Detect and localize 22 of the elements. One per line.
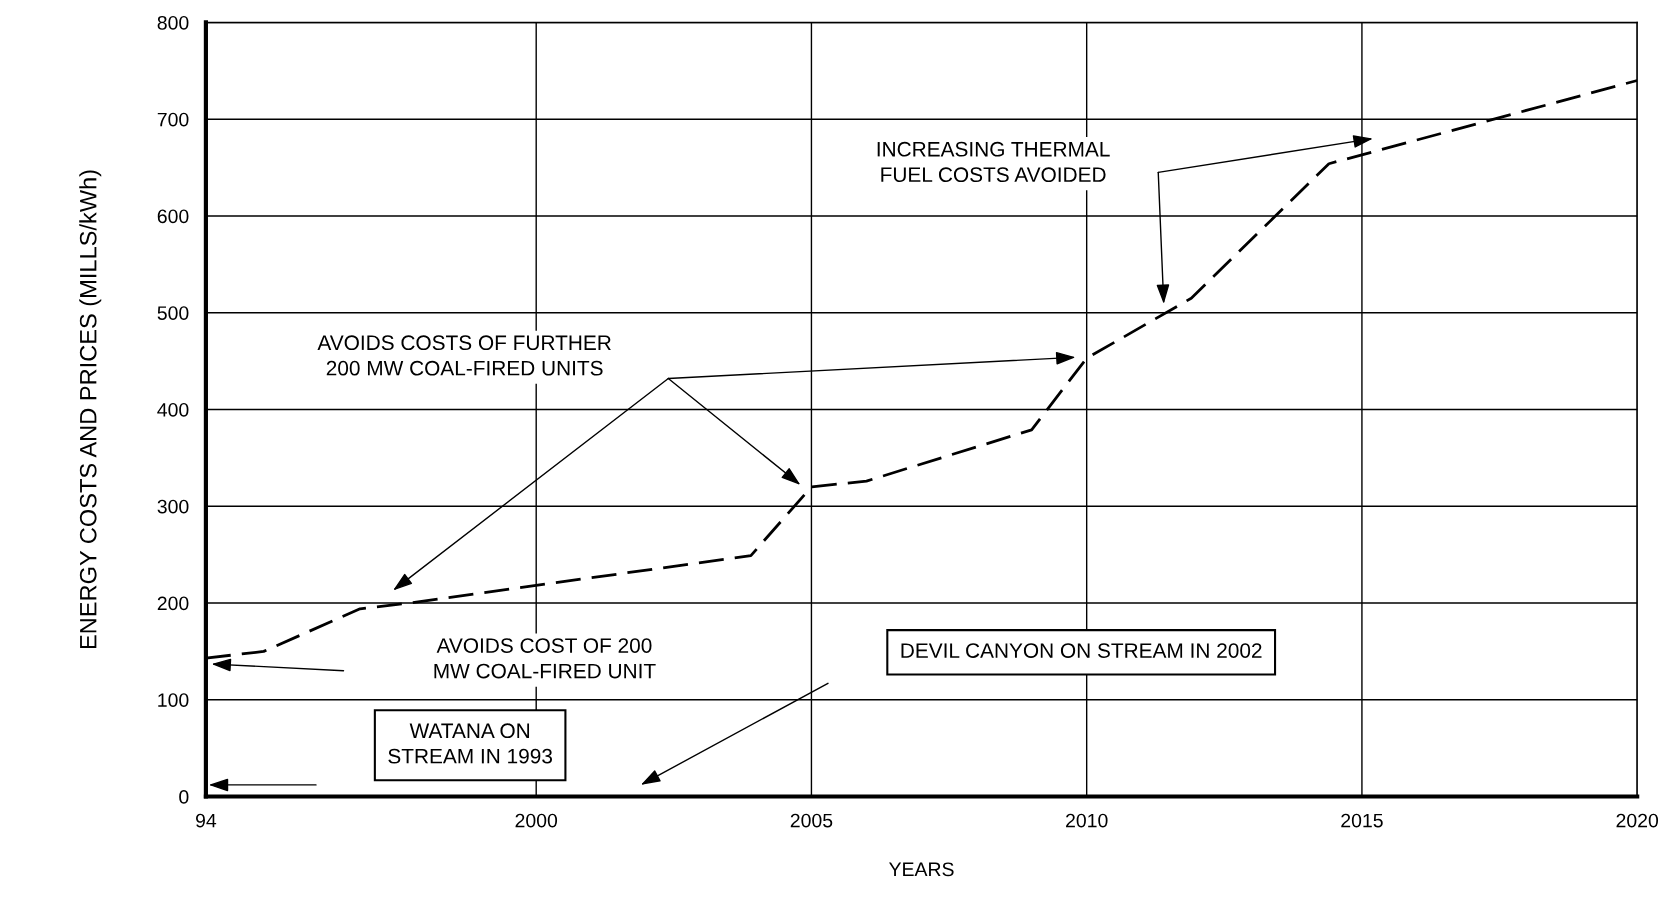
y-axis-title: ENERGY COSTS AND PRICES (MILLS/kWh) bbox=[79, 170, 102, 649]
x-tick-label: 2005 bbox=[790, 813, 833, 828]
y-tick-label: 400 bbox=[157, 402, 189, 417]
y-tick-label: 800 bbox=[157, 15, 189, 30]
x-axis-title: YEARS bbox=[889, 862, 954, 877]
y-tick-label: 100 bbox=[158, 693, 189, 707]
annotation: DEVIL CANYON ON STREAM IN 2002 bbox=[901, 643, 1262, 658]
x-tick-label: 94 bbox=[196, 813, 217, 828]
x-tick-label: 2010 bbox=[1066, 813, 1108, 828]
x-tick-label: 2015 bbox=[1341, 813, 1383, 828]
y-tick-label: 200 bbox=[157, 596, 189, 611]
x-tick-label: 2020 bbox=[1616, 813, 1659, 828]
annotation: INCREASING THERMAL FUEL COSTS AVOIDED bbox=[877, 141, 1110, 183]
y-tick-label: 300 bbox=[157, 499, 189, 514]
y-tick-label: 0 bbox=[179, 789, 189, 804]
y-tick-label: 500 bbox=[157, 306, 189, 320]
y-tick-label: 700 bbox=[157, 112, 189, 127]
y-tick-label: 600 bbox=[157, 209, 189, 224]
x-tick-label: 2000 bbox=[515, 813, 558, 828]
annotation: WATANA ON STREAM IN 1993 bbox=[388, 723, 553, 764]
annotation: AVOIDS COST OF 200 MW COAL-FIRED UNIT bbox=[434, 638, 656, 679]
annotation: AVOIDS COSTS OF FURTHER 200 MW COAL-FIRED UNITS bbox=[317, 335, 611, 376]
